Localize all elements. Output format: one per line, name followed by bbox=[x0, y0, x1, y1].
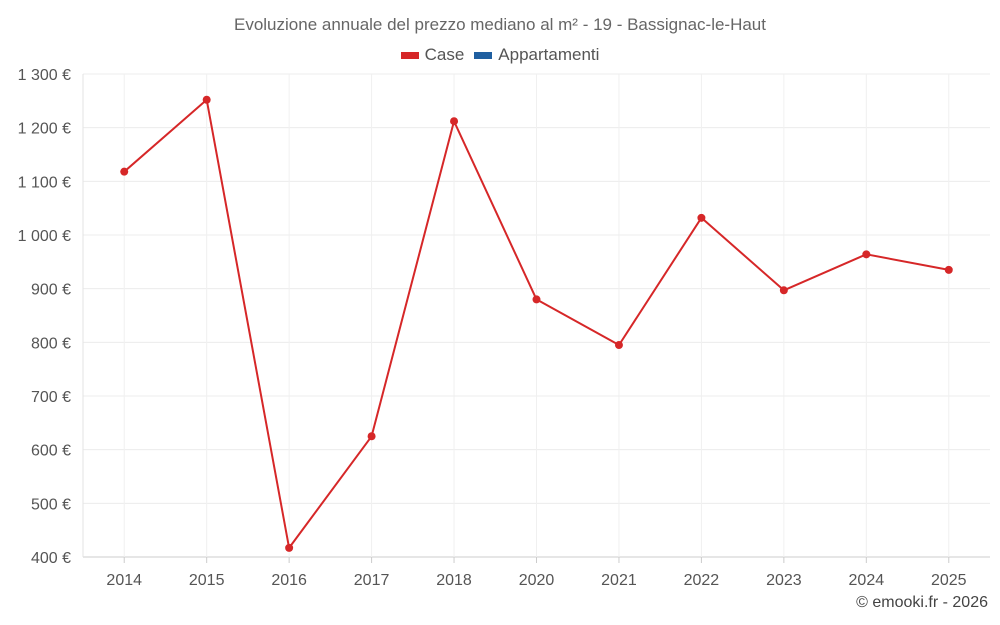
y-tick-label: 1 100 € bbox=[18, 174, 71, 191]
y-tick-label: 900 € bbox=[31, 282, 71, 299]
x-tick-label: 2022 bbox=[684, 572, 720, 589]
y-tick-label: 1 200 € bbox=[18, 121, 71, 138]
data-point[interactable] bbox=[532, 295, 541, 304]
data-point[interactable] bbox=[944, 265, 953, 274]
chart-title: Evoluzione annuale del prezzo mediano al… bbox=[233, 15, 766, 34]
legend-label-appartamenti: Appartamenti bbox=[498, 45, 600, 64]
data-point[interactable] bbox=[367, 432, 376, 441]
y-tick-label: 600 € bbox=[31, 443, 71, 460]
data-point[interactable] bbox=[862, 250, 871, 259]
footer-credit: © emooki.fr - 2026 bbox=[856, 594, 988, 611]
x-axis: 2014 2015 2016 2017 2018 2020 2021 2022 2023 2024… bbox=[106, 557, 967, 589]
legend-swatch-appartamenti bbox=[474, 51, 493, 59]
x-tick-label: 2015 bbox=[189, 572, 225, 589]
grid bbox=[82, 73, 990, 558]
x-tick-label: 2018 bbox=[436, 572, 472, 589]
data-point[interactable] bbox=[202, 95, 211, 104]
data-point[interactable] bbox=[285, 543, 294, 552]
legend-item-appartamenti[interactable]: Appartamenti bbox=[474, 45, 599, 65]
x-tick-label: 2024 bbox=[849, 572, 885, 589]
x-tick-label: 2016 bbox=[271, 572, 307, 589]
x-tick-label: 2020 bbox=[519, 572, 555, 589]
legend-label-case: Case bbox=[424, 45, 465, 64]
chart-legend: Case Appartamenti bbox=[0, 45, 1000, 65]
y-tick-label: 800 € bbox=[31, 335, 71, 352]
legend-swatch-case bbox=[400, 51, 419, 59]
y-tick-label: 1 000 € bbox=[18, 228, 71, 245]
data-point[interactable] bbox=[120, 167, 129, 176]
y-tick-label: 700 € bbox=[31, 389, 71, 406]
y-tick-label: 400 € bbox=[31, 550, 71, 567]
data-point[interactable] bbox=[697, 213, 706, 222]
series-case bbox=[120, 95, 953, 552]
x-tick-label: 2021 bbox=[601, 572, 637, 589]
y-tick-label: 1 300 € bbox=[18, 67, 71, 84]
x-tick-label: 2023 bbox=[766, 572, 802, 589]
x-tick-label: 2017 bbox=[354, 572, 390, 589]
legend-item-case[interactable]: Case bbox=[400, 45, 465, 65]
x-tick-label: 2025 bbox=[931, 572, 967, 589]
y-tick-label: 500 € bbox=[31, 496, 71, 513]
x-tick-label: 2014 bbox=[106, 572, 142, 589]
data-point[interactable] bbox=[450, 117, 459, 126]
y-axis: 400 € 500 € 600 € 700 € 800 € 900 € 1 000 € 1 1… bbox=[18, 67, 71, 567]
data-point[interactable] bbox=[779, 286, 788, 295]
data-point[interactable] bbox=[614, 341, 623, 350]
